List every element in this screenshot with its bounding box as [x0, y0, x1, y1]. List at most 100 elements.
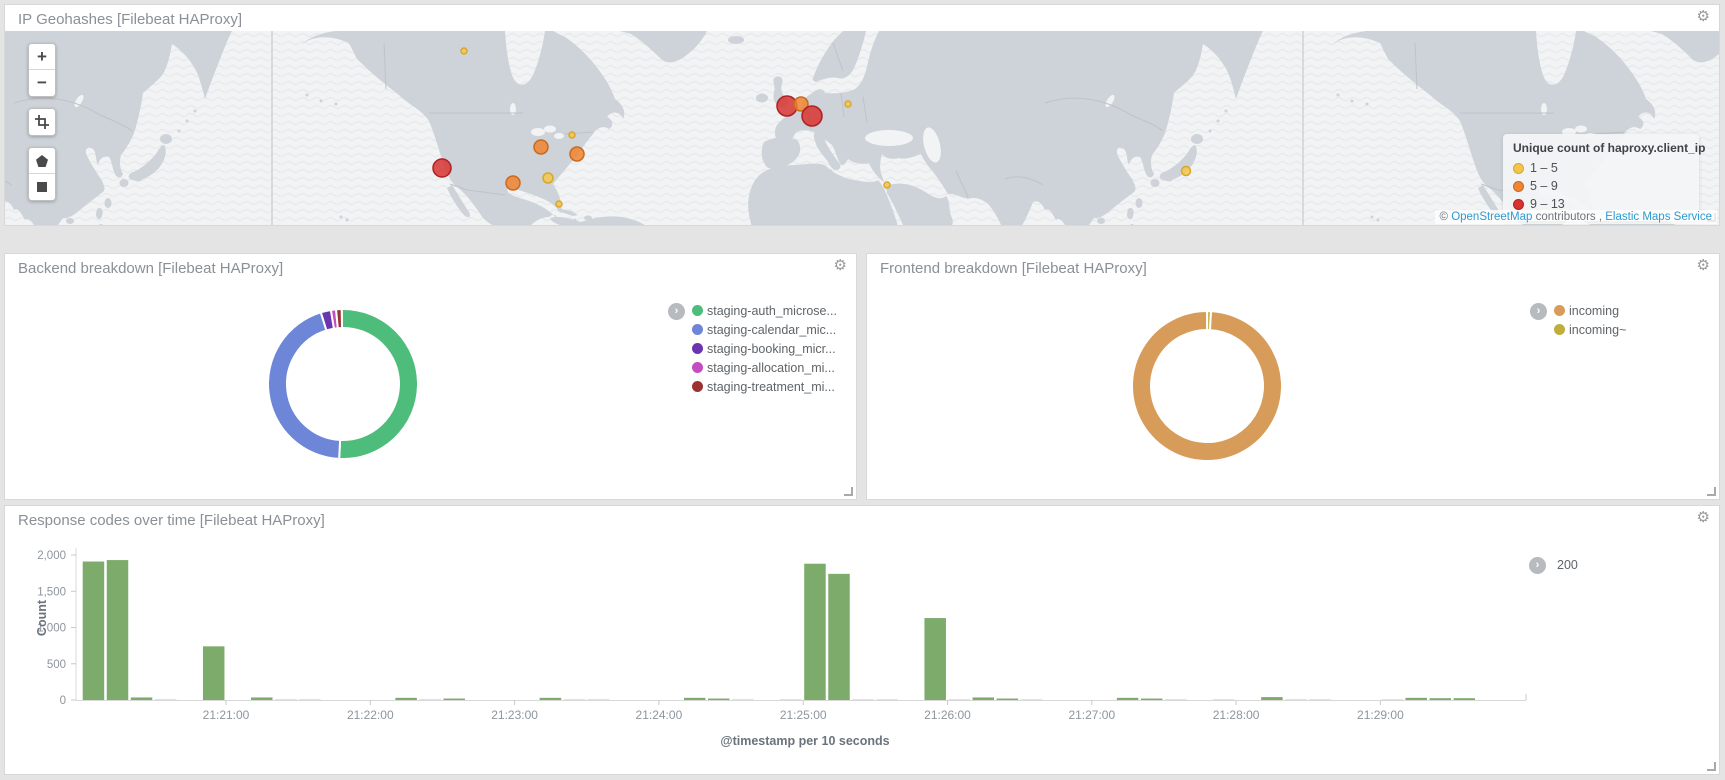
pie-slice[interactable]	[338, 308, 419, 460]
histogram-bar[interactable]	[202, 646, 225, 700]
histogram-bar[interactable]	[780, 699, 802, 700]
histogram-bar[interactable]	[924, 618, 946, 700]
legend-toggle[interactable]: ›	[1530, 303, 1547, 320]
legend-item[interactable]: staging-treatment_mi...	[692, 377, 837, 396]
legend-swatch	[692, 362, 703, 373]
map-legend-label: 1 – 5	[1530, 161, 1558, 175]
histogram-bar[interactable]	[251, 697, 273, 700]
histogram-bar[interactable]	[395, 697, 417, 700]
openstreetmap-link[interactable]: OpenStreetMap	[1451, 211, 1533, 223]
response-histogram-chart: 0 500 1,000 1,500 2,000 21:21:00 21:22:00 21:23…	[37, 548, 1527, 722]
histogram-bar[interactable]	[683, 697, 706, 700]
legend-item[interactable]: staging-calendar_mic...	[692, 320, 837, 339]
map-marker[interactable]	[844, 100, 852, 108]
map-legend-swatch	[1513, 198, 1524, 210]
histogram-bar[interactable]	[443, 698, 465, 700]
resize-handle[interactable]	[844, 487, 853, 496]
histogram-bar[interactable]	[996, 698, 1019, 700]
histogram-bar[interactable]	[1381, 699, 1403, 700]
map-marker[interactable]	[460, 47, 468, 55]
x-axis-tick-label: 21:21:00	[203, 708, 250, 722]
map-draw-polygon-button[interactable]	[29, 148, 55, 174]
legend-item[interactable]: incoming	[1554, 301, 1626, 320]
histogram-bar[interactable]	[1213, 699, 1235, 700]
histogram-bar[interactable]	[299, 698, 321, 700]
legend-item[interactable]: staging-auth_microse...	[692, 301, 837, 320]
gear-icon[interactable]: ⚙	[833, 257, 847, 274]
legend-label: incoming	[1569, 303, 1620, 318]
map-marker[interactable]	[569, 146, 585, 162]
histogram-bar[interactable]	[804, 563, 826, 700]
map-marker[interactable]	[1180, 165, 1192, 177]
map-marker[interactable]	[555, 200, 563, 208]
legend-toggle[interactable]: ›	[668, 303, 685, 320]
histogram-bar[interactable]	[1020, 699, 1043, 700]
map-box-select-button[interactable]	[29, 109, 55, 135]
map-marker[interactable]	[542, 172, 554, 184]
histogram-bar[interactable]	[106, 560, 129, 700]
map-zoom-in-button[interactable]: +	[29, 44, 55, 70]
histogram-bar[interactable]	[563, 698, 586, 700]
map-zoom-out-button[interactable]: −	[29, 70, 55, 96]
map-canvas	[5, 31, 1719, 225]
histogram-bar[interactable]	[1140, 698, 1163, 700]
gear-icon[interactable]: ⚙	[1696, 509, 1710, 526]
legend-item[interactable]: 200	[1553, 556, 1578, 574]
histogram-bar[interactable]	[972, 697, 995, 700]
map-legend-swatch	[1513, 180, 1524, 192]
legend-list: 200	[1553, 556, 1578, 574]
histogram-bar[interactable]	[587, 698, 610, 700]
x-axis-tick-label: 21:23:00	[491, 708, 538, 722]
x-axis-tick-label: 21:27:00	[1068, 708, 1115, 722]
histogram-bar[interactable]	[852, 699, 874, 700]
histogram-bar[interactable]	[1116, 697, 1139, 700]
histogram-bar[interactable]	[1164, 699, 1187, 700]
histogram-bar[interactable]	[1309, 699, 1331, 700]
elastic-maps-service-link[interactable]: Elastic Maps Service	[1605, 211, 1712, 223]
histogram-bar[interactable]	[1429, 698, 1452, 700]
map-legend: Unique count of haproxy.client_ip 1 – 5 5…	[1503, 134, 1706, 221]
histogram-bar[interactable]	[1405, 697, 1427, 700]
gear-icon[interactable]: ⚙	[1696, 257, 1710, 274]
panel-frontend-breakdown: Frontend breakdown [Filebeat HAProxy] ⚙ …	[866, 253, 1720, 500]
histogram-bar[interactable]	[732, 698, 754, 700]
world-map[interactable]: + − Unique count	[5, 31, 1719, 225]
pie-slice[interactable]	[334, 307, 344, 330]
legend-item[interactable]: staging-allocation_mi...	[692, 358, 837, 377]
legend-swatch	[692, 381, 703, 392]
histogram-bar[interactable]	[419, 698, 441, 700]
pie-slice[interactable]	[1131, 309, 1283, 462]
legend-toggle[interactable]: ›	[1529, 556, 1546, 574]
map-marker[interactable]	[793, 96, 809, 112]
histogram-bar[interactable]	[708, 698, 730, 700]
legend-label: staging-allocation_mi...	[707, 360, 835, 375]
map-legend-title: Unique count of haproxy.client_ip	[1513, 141, 1706, 155]
histogram-bar[interactable]	[948, 699, 971, 700]
histogram-bar[interactable]	[1285, 698, 1307, 700]
histogram-bar[interactable]	[1261, 697, 1283, 700]
map-marker[interactable]	[883, 181, 891, 189]
map-marker[interactable]	[568, 131, 576, 139]
legend-item[interactable]: incoming~	[1554, 320, 1626, 339]
pie-slice[interactable]	[1206, 309, 1212, 332]
histogram-bar[interactable]	[876, 699, 898, 700]
histogram-bar[interactable]	[82, 561, 105, 700]
map-marker[interactable]	[505, 175, 521, 191]
map-marker[interactable]	[533, 139, 549, 155]
pie-slice[interactable]	[267, 311, 342, 460]
resize-handle[interactable]	[1707, 487, 1716, 496]
resize-handle[interactable]	[1707, 762, 1716, 771]
histogram-bar[interactable]	[130, 697, 153, 700]
histogram-bar[interactable]	[154, 698, 177, 700]
histogram-bar[interactable]	[828, 573, 850, 700]
map-marker[interactable]	[801, 105, 823, 127]
x-axis-tick-label: 21:26:00	[924, 708, 971, 722]
histogram-bar[interactable]	[275, 698, 297, 700]
legend-item[interactable]: staging-booking_micr...	[692, 339, 837, 358]
histogram-bar[interactable]	[539, 697, 562, 700]
histogram-bar[interactable]	[1453, 698, 1476, 700]
map-legend-item: 1 – 5	[1513, 159, 1689, 177]
gear-icon[interactable]: ⚙	[1696, 8, 1710, 25]
map-marker[interactable]	[432, 158, 452, 178]
map-draw-rectangle-button[interactable]	[29, 174, 55, 200]
